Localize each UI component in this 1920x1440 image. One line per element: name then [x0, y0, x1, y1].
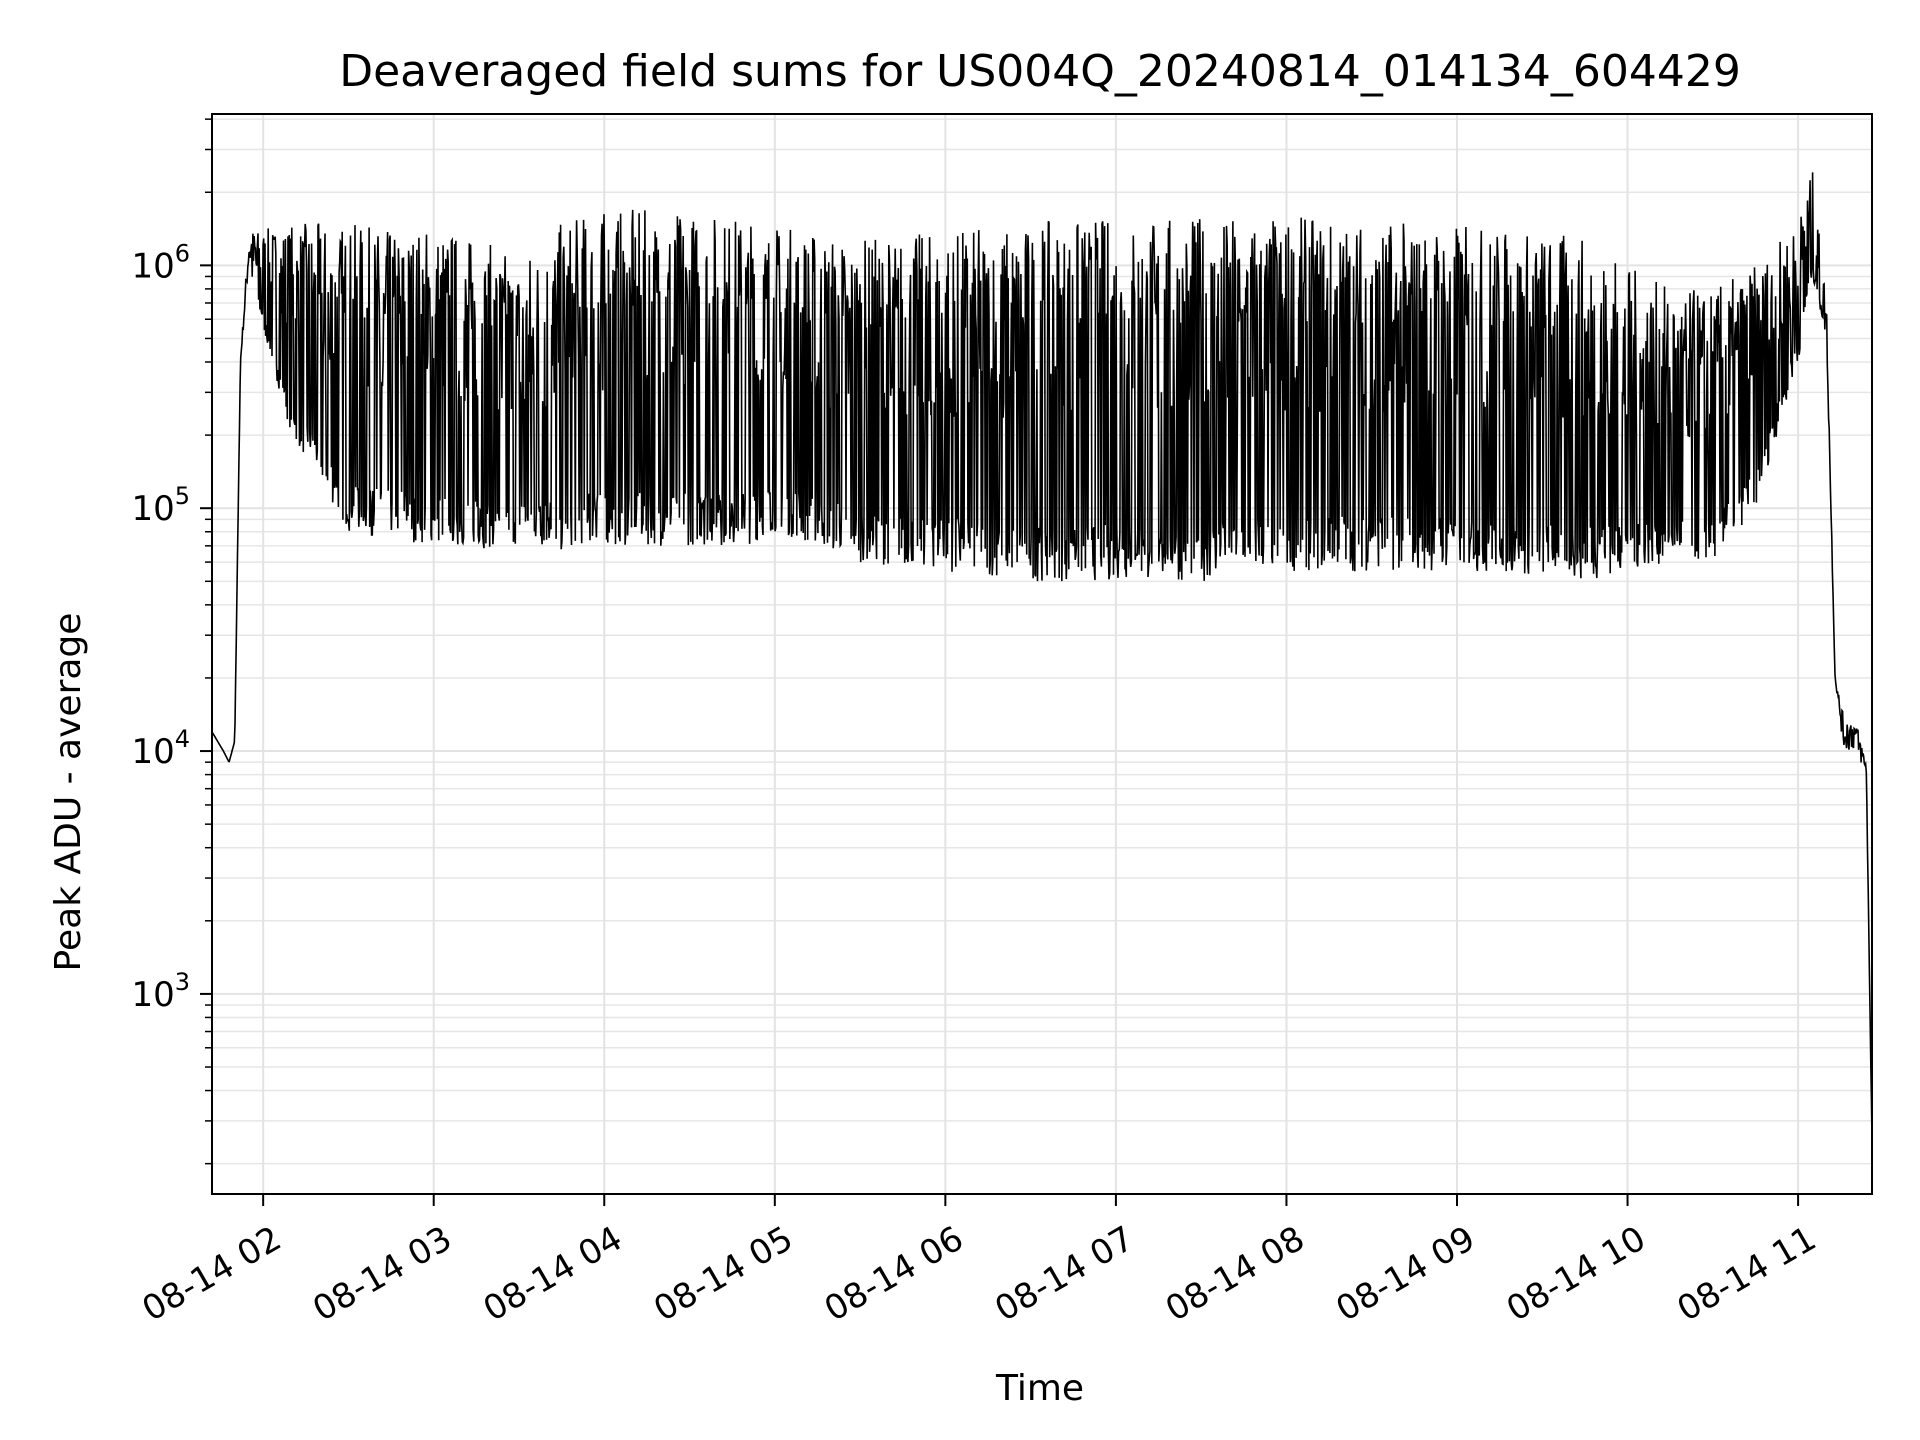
plot-frame: [211, 113, 1873, 1195]
y-tick-label: 104: [131, 725, 190, 772]
x-tick-label: 08-14 05: [647, 1219, 799, 1330]
y-axis-label: Peak ADU - average: [48, 613, 89, 972]
x-tick-label: 08-14 10: [1500, 1219, 1652, 1330]
x-tick-label: 08-14 09: [1330, 1219, 1482, 1330]
series-line: [211, 172, 1873, 1141]
y-tick-label: 106: [131, 239, 190, 286]
x-tick-label: 08-14 02: [136, 1219, 288, 1330]
x-tick-label: 08-14 06: [818, 1219, 970, 1330]
x-tick-label: 08-14 03: [306, 1219, 458, 1330]
chart-title: Deaveraged field sums for US004Q_2024081…: [339, 46, 1741, 97]
x-tick-label: 08-14 11: [1671, 1219, 1823, 1330]
y-tick-label: 105: [131, 482, 190, 529]
y-axis-ticks: 103 104 105 106: [131, 239, 212, 1015]
y-tick-label: 103: [131, 968, 190, 1015]
x-tick-label: 08-14 08: [1159, 1219, 1311, 1330]
x-tick-label: 08-14 04: [477, 1219, 629, 1330]
x-axis-label: Time: [995, 1368, 1084, 1409]
x-axis-ticks: 08-14 02 08-14 03 08-14 04 08-14 05 08-14 06…: [136, 1194, 1823, 1330]
x-tick-label: 08-14 07: [988, 1219, 1140, 1330]
